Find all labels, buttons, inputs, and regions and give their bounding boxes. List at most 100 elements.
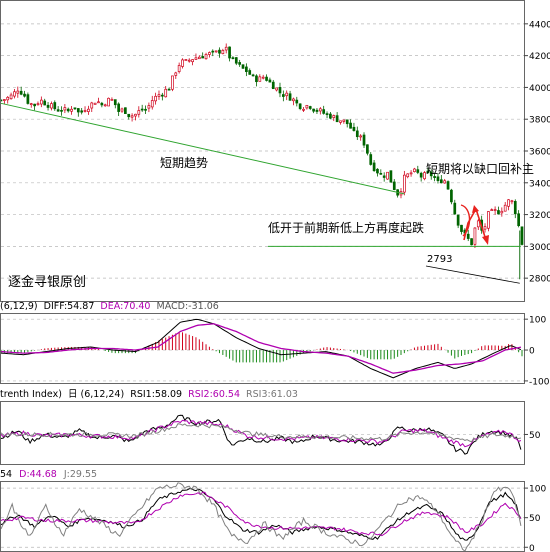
candle-up (150, 100, 154, 108)
candle-down (201, 56, 205, 59)
y-tick-label: 0 (529, 544, 535, 552)
y-tick-label: 0 (529, 347, 535, 357)
candle-up (214, 50, 218, 53)
up-arrow-head (472, 205, 479, 213)
candle-down (23, 93, 26, 97)
candle-down (231, 57, 235, 60)
candle-down (416, 169, 420, 173)
y-tick-label: 3600 (529, 148, 550, 158)
candle-up (103, 104, 107, 107)
candle-up (9, 94, 13, 100)
candle-up (413, 168, 416, 173)
candle-down (446, 181, 450, 190)
candle-down (382, 175, 386, 178)
candle-up (147, 105, 151, 109)
candle-up (36, 103, 40, 106)
down-arrow-head (482, 235, 489, 245)
candle-down (144, 108, 147, 111)
candle-down (369, 154, 373, 165)
candle-down (255, 75, 258, 83)
candle-up (261, 76, 265, 79)
candle-down (426, 170, 430, 174)
candle-up (409, 172, 413, 175)
watermark: 逐金寻银原创 (8, 274, 86, 290)
candle-up (194, 57, 198, 60)
candle-down (335, 115, 339, 123)
candle-down (46, 104, 50, 108)
candle-down (355, 130, 359, 138)
candle-down (453, 202, 457, 215)
candle-down (124, 107, 127, 114)
y-tick-label: -100 (529, 377, 550, 387)
candle-down (379, 172, 383, 175)
candle-down (308, 106, 312, 109)
candle-down (60, 109, 63, 112)
candle-down (439, 179, 443, 184)
y-tick-label: 4400 (529, 20, 550, 30)
candle-down (53, 102, 57, 110)
candle-up (197, 56, 201, 60)
candle-down (234, 57, 238, 64)
candle-down (43, 100, 47, 106)
candle-down (433, 176, 436, 178)
candle-down (312, 108, 315, 112)
candle-down (466, 233, 470, 239)
candle-up (302, 108, 305, 111)
candle-up (204, 54, 208, 60)
candle-down (366, 144, 369, 154)
candle-up (137, 110, 141, 115)
candle-down (345, 119, 349, 125)
series-line-k (0, 487, 522, 541)
candle-up (50, 103, 53, 109)
up-arrow (463, 208, 477, 241)
candle-down (322, 109, 326, 114)
candle-down (281, 94, 285, 97)
candle-up (342, 119, 346, 122)
candle-up (339, 120, 342, 123)
candle-up (154, 95, 157, 102)
candle-up (157, 94, 161, 97)
candle-down (117, 103, 120, 112)
candle-down (19, 90, 23, 95)
candle-up (386, 171, 389, 180)
candle-up (476, 220, 480, 228)
candle-down (325, 113, 329, 115)
y-tick-label: 2800 (529, 275, 550, 285)
candle-down (127, 113, 131, 118)
candle-up (443, 180, 447, 184)
candle-up (6, 96, 10, 101)
candle-up (406, 173, 410, 178)
candle-up (191, 59, 194, 63)
candle-up (493, 209, 497, 211)
candle-up (83, 110, 87, 112)
candle-down (26, 94, 30, 104)
candle-down (56, 109, 60, 112)
annotation-low-value: 2793 (427, 254, 452, 265)
kdj-panel (0, 482, 522, 552)
candle-down (100, 102, 104, 106)
rsi-header: trenth Index) 日 (6,12,24) RSI1:58.09 RSI… (0, 389, 298, 400)
candle-up (107, 97, 110, 107)
candle-up (403, 174, 406, 193)
candle-up (359, 135, 363, 138)
candle-down (265, 76, 268, 81)
candle-up (90, 102, 94, 109)
macd-header: (6,12,9) DIFF:54.87 DEA:70.40 MACD:-31.0… (0, 301, 219, 312)
candle-up (473, 227, 477, 245)
candle-down (241, 64, 245, 69)
candle-up (3, 99, 6, 101)
candle-up (507, 199, 510, 207)
y-tick-label: 100 (529, 485, 546, 495)
candle-up (483, 226, 487, 230)
candle-down (520, 226, 524, 245)
candle-down (167, 88, 171, 91)
y-tick-label: 4000 (529, 84, 550, 94)
candle-down (268, 79, 272, 83)
candle-up (177, 65, 181, 72)
y-tick-label: 50 (529, 514, 541, 524)
candle-down (251, 74, 255, 77)
candle-up (292, 98, 295, 102)
candle-up (258, 76, 262, 82)
y-tick-label: 3400 (529, 179, 550, 189)
